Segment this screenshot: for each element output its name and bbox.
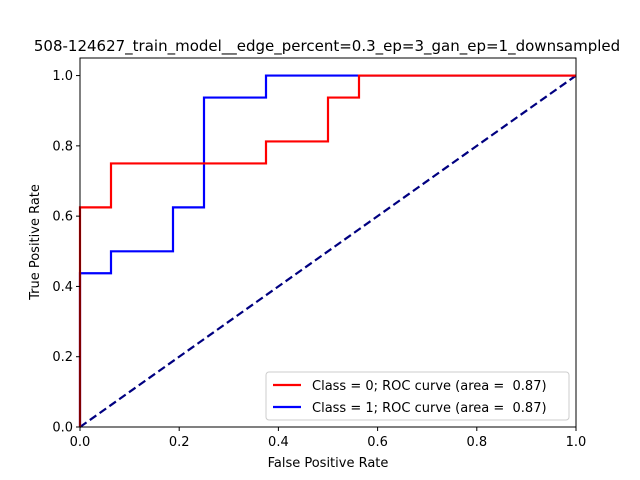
plot-frame bbox=[79, 57, 577, 428]
y-tick-label: 0.6 bbox=[52, 210, 73, 225]
chart-title: 508-124627_train_model__edge_percent=0.3… bbox=[34, 37, 620, 56]
y-axis-ticks: 0.0 0.2 0.4 0.6 0.8 1.0 bbox=[52, 69, 80, 436]
y-tick-label: 0.8 bbox=[52, 139, 73, 154]
roc-curve-class-1 bbox=[78, 74, 576, 427]
y-tick-label: 1.0 bbox=[52, 69, 73, 84]
legend-entry-label: Class = 0; ROC curve (area = 0.87) bbox=[312, 379, 547, 394]
x-tick-label: 0.6 bbox=[367, 435, 388, 450]
legend: Class = 0; ROC curve (area = 0.87) Class … bbox=[265, 371, 570, 421]
legend-box bbox=[265, 371, 570, 421]
x-tick-label: 0.2 bbox=[169, 435, 190, 450]
chance-diagonal-line bbox=[79, 74, 577, 428]
x-tick-label: 0.0 bbox=[70, 435, 91, 450]
y-tick-label: 0.2 bbox=[52, 350, 73, 365]
y-axis-label: True Positive Rate bbox=[28, 184, 43, 301]
x-axis-label: False Positive Rate bbox=[268, 456, 389, 471]
x-tick-label: 1.0 bbox=[566, 435, 587, 450]
y-tick-label: 0.0 bbox=[52, 421, 73, 436]
legend-entry-label: Class = 1; ROC curve (area = 0.87) bbox=[312, 401, 547, 416]
x-tick-label: 0.8 bbox=[466, 435, 487, 450]
x-axis-ticks: 0.0 0.2 0.4 0.6 0.8 1.0 bbox=[70, 427, 587, 450]
y-tick-label: 0.4 bbox=[52, 280, 73, 295]
x-tick-label: 0.4 bbox=[268, 435, 289, 450]
